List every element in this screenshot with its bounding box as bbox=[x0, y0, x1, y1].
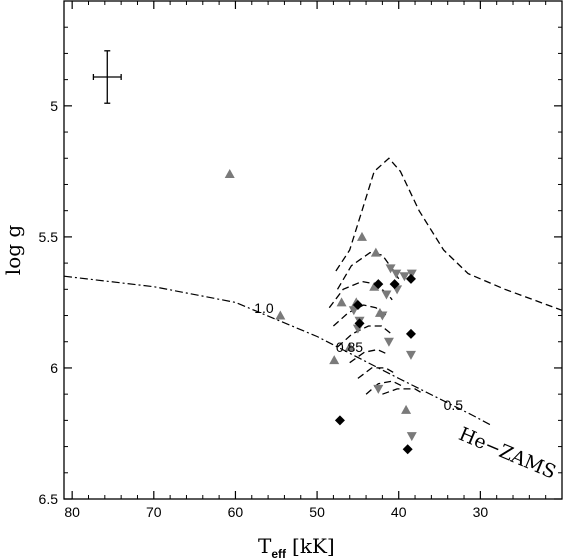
axis-ticks: 80 70 60 50 40 30 5 5.5 6 6.5 bbox=[39, 1, 562, 520]
evolution-track bbox=[332, 304, 387, 327]
annotation-label: 1.0 bbox=[254, 300, 274, 316]
data-points bbox=[224, 168, 417, 455]
y-tick-label: 6 bbox=[50, 360, 58, 376]
triangle-down-point bbox=[406, 269, 417, 279]
x-tick-label: 30 bbox=[473, 504, 489, 520]
annotation-label: 0.85 bbox=[336, 339, 363, 355]
diamond-point bbox=[354, 318, 365, 329]
evolution-track bbox=[365, 380, 404, 395]
x-tick-label: 70 bbox=[146, 504, 162, 520]
diamond-point bbox=[334, 415, 345, 426]
triangle-down-point bbox=[383, 337, 394, 347]
evolution-track bbox=[382, 388, 425, 395]
plot-frame bbox=[63, 0, 563, 500]
triangle-down-point bbox=[406, 432, 417, 442]
evolution-track bbox=[328, 280, 393, 309]
triangle-down-point bbox=[385, 264, 396, 274]
triangle-up-point bbox=[370, 247, 381, 257]
triangle-up-point bbox=[275, 310, 286, 320]
annotation-label: 0.5 bbox=[444, 397, 464, 413]
triangle-down-point bbox=[373, 384, 384, 394]
triangle-down-point bbox=[381, 290, 392, 300]
x-axis-title: Teff [kK] bbox=[258, 534, 335, 559]
x-axis-title-unit: [kK] bbox=[292, 534, 335, 558]
x-tick-label: 40 bbox=[391, 504, 407, 520]
triangle-up-point bbox=[401, 404, 412, 414]
triangle-down-point bbox=[399, 272, 410, 282]
triangle-down-point bbox=[348, 306, 359, 316]
diamond-point bbox=[389, 279, 400, 290]
x-tick-label: 60 bbox=[228, 504, 244, 520]
x-tick-label: 50 bbox=[309, 504, 325, 520]
diamond-point bbox=[402, 444, 413, 455]
triangle-down-point bbox=[377, 311, 388, 321]
diamond-point bbox=[405, 328, 416, 339]
triangle-up-point bbox=[369, 281, 380, 291]
x-tick-label: 80 bbox=[64, 504, 80, 520]
x-axis-title-main: T bbox=[258, 534, 272, 558]
error-bar bbox=[92, 50, 122, 104]
y-tick-label: 5 bbox=[50, 98, 58, 114]
evolution-track bbox=[337, 325, 392, 348]
triangle-up-point bbox=[224, 168, 235, 178]
triangle-up-point bbox=[356, 231, 367, 241]
he-zams-line bbox=[63, 275, 493, 427]
triangle-up-point bbox=[344, 341, 355, 351]
diamond-point bbox=[373, 279, 384, 290]
diamond-point bbox=[352, 300, 363, 311]
y-axis-title: log g bbox=[1, 225, 25, 276]
evolution-track bbox=[335, 157, 563, 311]
x-axis-title-sub: eff bbox=[271, 547, 287, 559]
evolution-track bbox=[349, 348, 390, 364]
diamond-point bbox=[405, 273, 416, 284]
triangle-up-point bbox=[336, 297, 347, 307]
triangle-up-point bbox=[329, 355, 340, 365]
y-tick-label: 5.5 bbox=[39, 229, 59, 245]
triangle-down-point bbox=[405, 350, 416, 360]
y-tick-label: 6.5 bbox=[39, 491, 59, 507]
triangle-down-point bbox=[391, 269, 402, 279]
he-zams-curve bbox=[63, 275, 493, 427]
